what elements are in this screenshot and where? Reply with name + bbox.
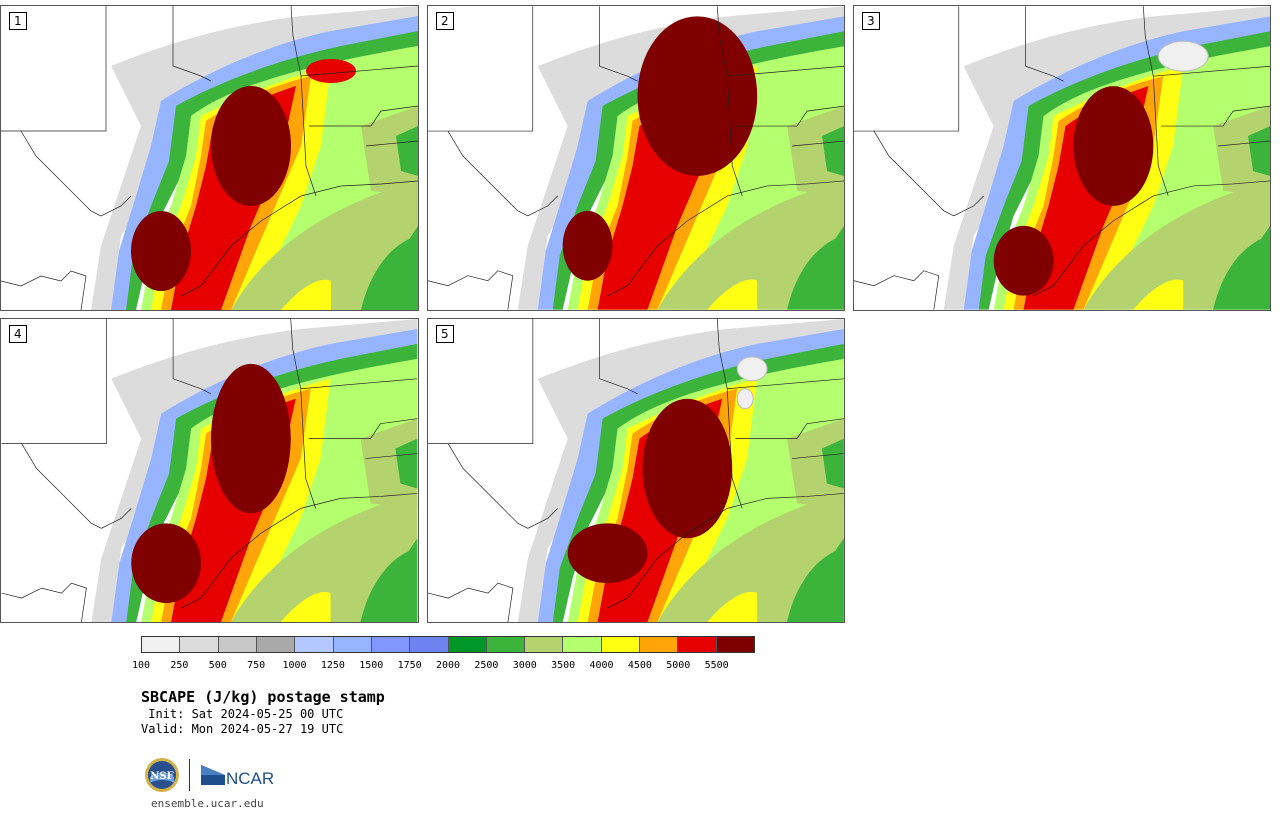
panel-number-5: 5 [436, 325, 454, 343]
colorbar-tick-label: 3500 [551, 660, 576, 671]
colorbar-tick-label: 1000 [282, 660, 307, 671]
colorbar-tick-label: 2500 [474, 660, 499, 671]
map-panel-2: 2 [427, 5, 845, 311]
ncar-logo-text: NCAR [226, 769, 274, 788]
colorbar-segment [448, 637, 487, 652]
map-panel-5: 5 [427, 318, 845, 623]
colorbar-segment [640, 637, 679, 652]
colorbar-tick-label: 500 [208, 660, 227, 671]
map-panel-4: 4 [0, 318, 419, 623]
sbcape-map-2 [428, 6, 844, 310]
sbcape-map-1 [1, 6, 418, 310]
colorbar-segment [371, 637, 411, 652]
colorbar-tick-label: 2000 [435, 660, 461, 671]
colorbar-segment [486, 637, 526, 652]
panel-number-2: 2 [436, 12, 454, 30]
colorbar-tick-label: 100 [131, 660, 151, 671]
colorbar-segment [295, 637, 334, 652]
colorbar-tick-label: 5500 [704, 660, 729, 671]
logo-divider [189, 759, 190, 791]
panel-number-4: 4 [9, 325, 27, 343]
colorbar [141, 636, 755, 653]
colorbar-ticks: 100 250 500 750 1000 1250 1500 1750 2000 2500 3000… [132, 660, 755, 674]
valid-time: Valid: Mon 2024-05-27 19 UTC [141, 722, 344, 736]
map-panel-1: 1 [0, 5, 419, 311]
sbcape-map-5 [428, 319, 844, 622]
init-time: Init: Sat 2024-05-25 00 UTC [141, 707, 344, 721]
chart-title: SBCAPE (J/kg) postage stamp [141, 688, 385, 706]
logos: NSF NCAR [144, 757, 275, 793]
colorbar-segment [142, 637, 181, 652]
colorbar-tick-label: 250 [170, 660, 189, 671]
colorbar-segment [218, 637, 257, 652]
site-url: ensemble.ucar.edu [151, 797, 264, 810]
colorbar-segment [678, 637, 717, 652]
panel-number-3: 3 [862, 12, 880, 30]
colorbar-tick-label: 4000 [589, 660, 614, 671]
colorbar-tick-label: 1750 [397, 660, 422, 671]
colorbar-segment [525, 637, 564, 652]
nsf-logo-text: NSF [150, 771, 173, 782]
colorbar-tick-label: 4500 [627, 660, 652, 671]
sbcape-map-4 [1, 319, 418, 622]
ncar-logo-icon: NCAR [201, 765, 274, 788]
colorbar-tick-label: 3000 [512, 660, 537, 671]
colorbar-segment [410, 637, 449, 652]
sbcape-map-3 [854, 6, 1270, 310]
map-panel-3: 3 [853, 5, 1271, 311]
colorbar-segment [256, 637, 296, 652]
colorbar-tick-label: 1500 [359, 660, 384, 671]
colorbar-segment [601, 637, 641, 652]
panel-number-1: 1 [9, 12, 27, 30]
colorbar-segment [716, 637, 754, 652]
colorbar-tick-label: 750 [247, 660, 266, 671]
colorbar-segment [180, 637, 219, 652]
colorbar-tick-label: 5000 [666, 660, 691, 671]
nsf-logo-icon: NSF [145, 758, 179, 792]
colorbar-segment [563, 637, 602, 652]
colorbar-segment [333, 637, 372, 652]
colorbar-tick-label: 1250 [320, 660, 345, 671]
